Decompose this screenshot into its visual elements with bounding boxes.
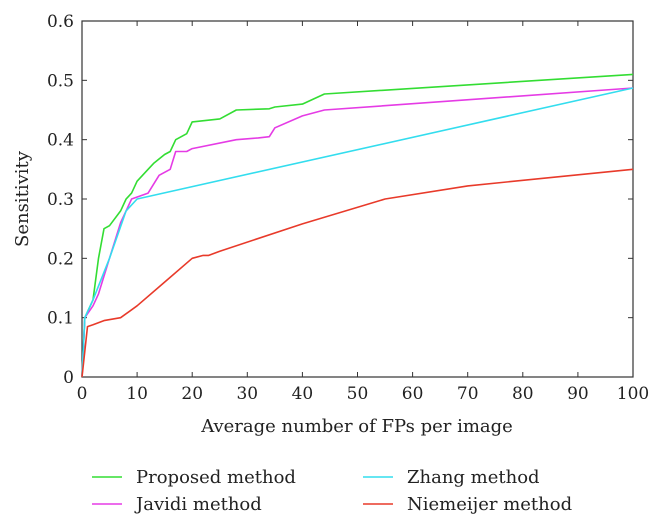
x-tick-label: 60: [402, 384, 424, 404]
plot-frame: [81, 20, 634, 378]
y-tick-label: 0.5: [47, 71, 74, 91]
x-tick-label: 50: [347, 384, 369, 404]
x-tick-label: 80: [512, 384, 534, 404]
legend-label-javidi-method: Javidi method: [134, 494, 262, 515]
series-line-proposed-method: [81, 73, 634, 378]
x-tick-label: 10: [126, 384, 148, 404]
y-tick-label: 0.1: [47, 309, 74, 329]
x-axis-ticks: 0 10 20 30 40 50 60 70 80 90 100: [77, 21, 649, 404]
x-tick-label: 100: [617, 384, 649, 404]
y-tick-label: 0.6: [47, 12, 74, 32]
x-tick-label: 20: [181, 384, 203, 404]
series-lines: [81, 73, 634, 378]
series-line-javidi-method: [81, 87, 634, 378]
x-tick-label: 40: [292, 384, 314, 404]
legend-label-niemeijer-method: Niemeijer method: [407, 494, 572, 515]
y-tick-label: 0.2: [47, 249, 74, 269]
series-line-niemeijer-method: [81, 168, 634, 378]
legend-label-proposed-method: Proposed method: [136, 467, 296, 488]
legend-label-zhang-method: Zhang method: [407, 467, 540, 488]
x-axis-label: Average number of FPs per image: [200, 416, 513, 437]
legend: Proposed method Zhang method Javidi method…: [92, 467, 572, 515]
y-axis-label: Sensitivity: [12, 150, 33, 247]
y-axis-ticks: 0 0.1 0.2 0.3 0.4 0.5 0.6: [47, 12, 633, 388]
x-tick-label: 90: [567, 384, 589, 404]
series-line-zhang-method: [81, 87, 634, 378]
x-tick-label: 70: [457, 384, 479, 404]
x-tick-label: 30: [236, 384, 258, 404]
x-tick-label: 0: [77, 384, 88, 404]
y-tick-label: 0.3: [47, 190, 74, 210]
y-tick-label: 0.4: [47, 131, 74, 151]
y-tick-label: 0: [63, 368, 74, 388]
